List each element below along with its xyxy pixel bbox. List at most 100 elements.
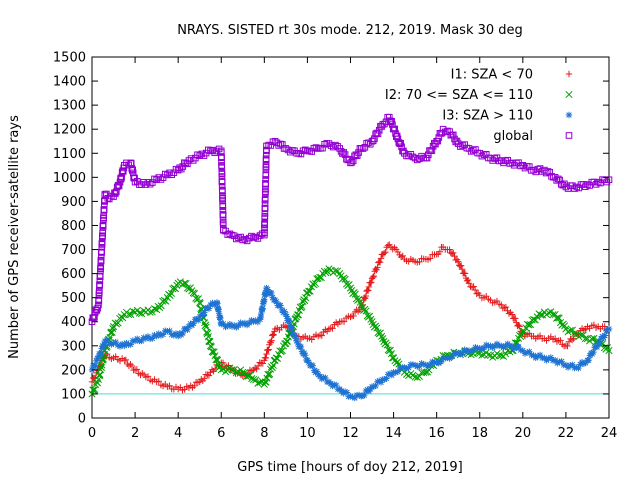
- data-point: [109, 325, 117, 333]
- data-point: [405, 152, 412, 160]
- data-point: [218, 183, 226, 190]
- legend-label: global: [493, 129, 533, 144]
- data-point: [226, 230, 234, 238]
- data-point: [215, 310, 223, 317]
- data-point: [211, 149, 219, 157]
- data-point: [545, 355, 552, 362]
- data-point: [241, 235, 249, 243]
- data-point: [148, 308, 156, 316]
- data-point: [508, 342, 516, 349]
- data-point: [455, 349, 462, 357]
- y-tick-label: 900: [61, 195, 86, 210]
- data-point: [282, 323, 290, 330]
- data-point: [554, 359, 561, 367]
- x-tick-label: 16: [428, 426, 445, 441]
- data-point: [133, 366, 141, 373]
- data-point: [450, 349, 458, 357]
- y-tick-label: 300: [61, 339, 86, 354]
- data-point: [184, 326, 191, 334]
- data-point: [248, 317, 255, 324]
- data-point: [98, 239, 106, 247]
- data-point: [505, 310, 513, 317]
- legend-entry: global: [493, 129, 573, 144]
- data-point: [179, 329, 186, 337]
- data-point: [232, 369, 240, 377]
- data-point: [521, 164, 529, 172]
- data-point: [144, 373, 152, 380]
- data-point: [547, 354, 555, 361]
- data-point: [129, 307, 137, 315]
- data-point: [580, 360, 588, 368]
- data-point: [418, 360, 425, 367]
- data-point: [168, 331, 175, 338]
- data-point: [266, 338, 274, 346]
- data-point: [401, 364, 408, 371]
- data-point: [248, 375, 256, 383]
- data-point: [196, 313, 203, 321]
- data-point: [181, 279, 189, 287]
- data-point: [146, 180, 154, 188]
- data-point: [368, 279, 375, 286]
- data-point: [399, 252, 406, 260]
- data-point: [159, 331, 167, 338]
- data-point: [575, 184, 583, 192]
- data-point: [306, 287, 314, 295]
- data-point: [422, 368, 430, 376]
- data-point: [467, 148, 475, 155]
- data-point: [100, 202, 108, 209]
- data-point: [517, 162, 524, 170]
- data-point: [166, 382, 173, 389]
- data-point: [369, 273, 377, 281]
- data-point: [349, 393, 356, 401]
- data-point: [242, 373, 250, 381]
- legend-entry: I1: SZA < 70: [451, 68, 573, 83]
- data-point: [262, 354, 269, 362]
- data-point: [278, 306, 286, 314]
- data-point: [187, 155, 195, 162]
- data-point: [551, 357, 559, 364]
- data-point: [283, 337, 292, 345]
- data-point: [569, 361, 576, 368]
- data-point: [465, 347, 473, 354]
- data-point: [472, 344, 479, 351]
- data-point: [138, 181, 145, 188]
- data-point: [517, 346, 524, 354]
- data-point: [452, 350, 460, 357]
- x-tick-label: 22: [558, 426, 575, 441]
- data-point: [215, 145, 223, 153]
- data-point: [194, 295, 202, 303]
- data-point: [112, 338, 119, 346]
- data-point: [267, 142, 275, 149]
- data-point: [218, 178, 226, 186]
- data-point: [497, 351, 505, 359]
- data-point: [380, 250, 388, 257]
- data-point: [269, 331, 277, 338]
- data-point: [297, 343, 305, 351]
- data-point: [265, 346, 272, 353]
- data-point: [293, 337, 300, 345]
- data-point: [521, 350, 529, 357]
- data-point: [291, 331, 299, 339]
- data-point: [331, 381, 338, 388]
- data-point: [278, 347, 286, 355]
- data-point: [100, 206, 108, 213]
- axes-layer: 0 2 4 6 8 10 12 14 16 18 20 22 240100200300400500600…: [53, 51, 617, 442]
- data-point: [347, 393, 354, 400]
- data-point: [308, 148, 316, 155]
- data-point: [262, 290, 269, 298]
- data-point: [355, 391, 363, 399]
- y-tick-label: 1400: [53, 75, 86, 90]
- data-point: [246, 371, 254, 379]
- data-point: [95, 296, 103, 304]
- data-point: [190, 289, 199, 298]
- data-point: [166, 169, 173, 177]
- data-point: [358, 393, 365, 400]
- data-point: [95, 354, 102, 362]
- data-point: [144, 178, 152, 186]
- data-point: [239, 236, 247, 244]
- data-point: [264, 347, 272, 354]
- data-point: [162, 297, 170, 305]
- data-point: [405, 364, 412, 371]
- data-point: [92, 362, 99, 369]
- x-tick-label: 24: [601, 426, 618, 441]
